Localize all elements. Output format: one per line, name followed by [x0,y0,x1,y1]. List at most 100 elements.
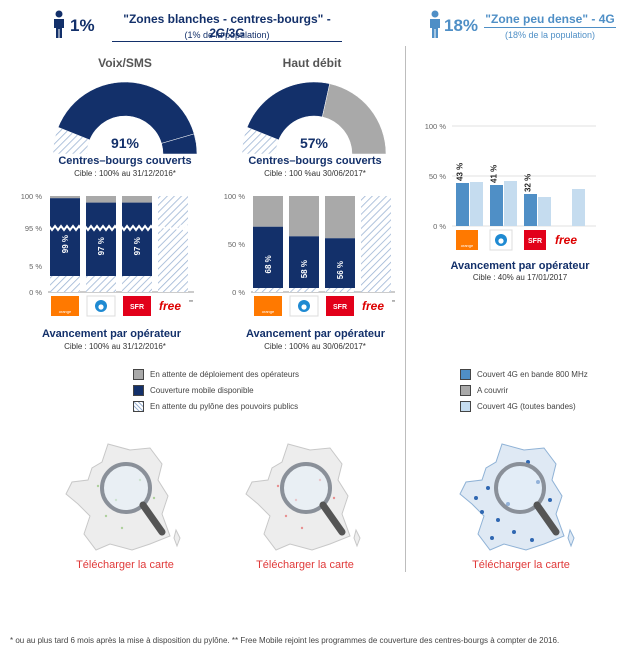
4g-operator-chart: 100 % 50 % 0 % 43 % orange 41 % 32 % SFR free [425,122,596,251]
free-logo-mark: ** [392,300,395,306]
bar-awaiting-operator [122,196,152,203]
y-tick-label: 5 % [29,262,42,271]
bar-4g-800mhz [456,183,469,226]
person-icon [430,10,440,38]
voix-sms-donut: 91% [52,82,198,155]
haut-debit-operator-chart: 100 % 50 % 0 % 68 % orange 58 % 56 % SFR free ** [224,192,395,317]
bar-value-label: 43 % [456,163,465,181]
bouygues-logo-inner [301,304,307,310]
bar-pending-pylon [289,288,319,292]
orange-logo-label: orange [461,243,474,248]
bar-4g-all-bands [470,182,483,226]
france-map-4g[interactable] [452,440,582,558]
right-header-title: "Zone peu dense" - 4G [484,12,616,28]
sfr-logo [524,230,546,250]
magnifier-icon [280,462,332,514]
bar-pending-pylon [158,196,188,292]
bar-awaiting-operator [253,196,283,227]
voix-sms-operators-target: Cible : 100% au 31/12/2016* [64,342,166,351]
bar-value-label: 68 % [264,255,273,273]
y-tick-label: 50 % [228,240,245,249]
download-map-4g-link[interactable]: Télécharger la carte [472,559,570,571]
donut-value-label: 57% [300,135,329,151]
legend-item-to-cover: A couvrir [460,382,588,398]
france-map-voix-sms[interactable] [58,440,188,558]
orange-logo-label: orange [262,309,275,314]
free-logo-mark: ** [189,300,193,306]
legend-item-4g-all: Couvert 4G (toutes bandes) [460,398,588,414]
voix-sms-donut-target: Cible : 100% au 31/12/2016* [74,169,176,178]
y-tick-label: 0 % [433,222,446,231]
y-tick-label: 95 % [25,224,42,233]
bar-pending-pylon [253,288,283,292]
haut-debit-operators-caption: Avancement par opérateur [246,328,385,340]
sfr-logo [123,296,151,316]
bar-4g-all-bands [572,189,585,226]
bar-pending-pylon [122,276,152,292]
donut-hatched-segment [241,126,280,155]
magnifier-icon [494,462,546,514]
left-header-subtitle: (1% de la population) [184,30,270,40]
bar-awaiting-operator [86,196,116,203]
bar-pending-pylon [86,276,116,292]
voix-sms-title: Voix/SMS [98,56,152,70]
bouygues-logo-inner [498,238,504,244]
voix-sms-operator-chart: 100 % 95 % 5 % 0 % 99 % orange 97 % 97 % SFR free… [21,192,194,317]
sfr-logo-label: SFR [130,304,144,311]
sfr-logo-label: SFR [528,238,542,245]
orange-logo [254,296,282,316]
legend-item-waiting-pylon: En attente du pylône des pouvoirs public… [133,398,299,414]
legend-left: En attente de déploiement des opérateurs… [133,366,299,414]
free-logo: free [159,299,181,313]
legend-right: Couvert 4G en bande 800 MHz A couvrir Co… [460,366,588,414]
haut-debit-donut-caption: Centres–bourgs couverts [248,155,382,167]
donut-remaining-segment [161,133,198,155]
y-tick-label: 0 % [29,288,42,297]
voix-sms-donut-caption: Centres–bourgs couverts [58,155,192,167]
donut-hatched-segment [52,126,91,155]
sfr-logo [326,296,354,316]
donut-covered-segment [52,82,195,155]
haut-debit-operators-target: Cible : 100% au 30/06/2017* [264,342,366,351]
bar-4g-all-bands [538,197,551,226]
y-tick-label: 100 % [425,122,447,131]
bar-covered [289,236,319,288]
4g-operators-target: Cible : 40% au 17/01/2017 [472,273,568,282]
axis-break-line [45,224,191,232]
bar-value-label: 97 % [133,237,142,255]
footnote: * ou au plus tard 6 mois après la mise à… [10,636,560,645]
bouygues-logo-inner [98,304,104,310]
bar-awaiting-operator [50,196,80,199]
bar-value-label: 58 % [300,260,309,278]
download-map-haut-debit-link[interactable]: Télécharger la carte [256,559,354,571]
bar-4g-all-bands [504,181,517,226]
bar-pending-pylon [50,276,80,292]
donut-remaining-segment [321,83,387,155]
legend-item-coverage-available: Couverture mobile disponible [133,382,299,398]
haut-debit-title: Haut débit [282,56,342,70]
4g-operators-caption: Avancement par opérateur [450,260,590,272]
donut-value-label: 91% [111,135,140,151]
y-tick-label: 100 % [224,192,246,201]
person-icon [54,10,64,38]
voix-sms-operators-caption: Avancement par opérateur [42,328,181,340]
bar-covered [122,202,152,276]
haut-debit-donut: 57% [241,82,387,155]
download-map-voix-sms-link[interactable]: Télécharger la carte [76,559,174,571]
right-header-subtitle: (18% de la population) [504,30,596,40]
column-divider [405,46,406,572]
left-header-percent: 1% [70,16,95,35]
orange-logo [456,230,478,250]
y-tick-label: 0 % [232,288,245,297]
france-map-haut-debit[interactable] [238,440,368,558]
bar-value-label: 56 % [336,261,345,279]
bar-value-label: 41 % [490,165,499,183]
bar-covered [50,198,80,276]
free-logo: free [555,233,577,247]
bar-covered [86,202,116,276]
y-tick-label: 100 % [21,192,43,201]
magnifier-icon [100,462,152,514]
bar-pending-pylon [361,196,391,292]
bar-covered [325,238,355,288]
right-header-percent: 18% [444,16,479,35]
